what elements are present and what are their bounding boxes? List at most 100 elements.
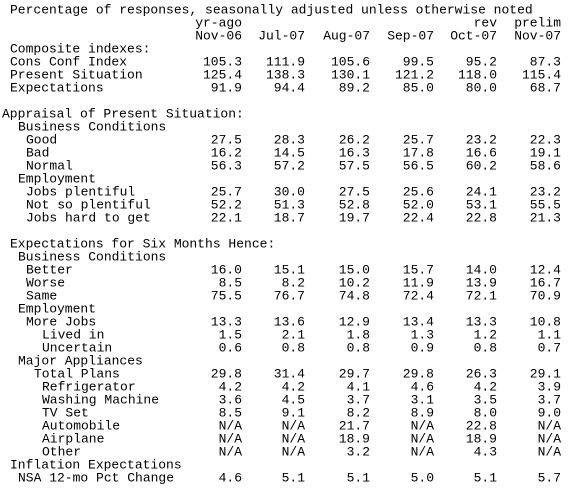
cell-value: N/A (538, 431, 562, 446)
row-label: Good (26, 132, 57, 147)
cell-value: 16.7 (530, 275, 561, 290)
cell-value: 16.3 (339, 145, 370, 160)
cell-value: 13.3 (211, 314, 242, 329)
cell-value: 130.1 (331, 67, 370, 82)
column-note: rev (474, 15, 498, 30)
row-label: Normal (26, 158, 73, 173)
cell-value: 1.3 (411, 327, 434, 342)
cell-value: 19.7 (339, 210, 370, 225)
cell-value: 8.0 (474, 405, 497, 420)
row-label: Same (26, 288, 57, 303)
row-label: More Jobs (26, 314, 96, 329)
cell-value: N/A (282, 444, 306, 459)
cell-value: 125.4 (203, 67, 242, 82)
cell-value: N/A (282, 418, 306, 433)
row-label: Worse (26, 275, 65, 290)
row-label: Uncertain (42, 340, 112, 355)
cell-value: 22.3 (530, 132, 561, 147)
cell-value: 56.5 (403, 158, 434, 173)
cell-value: 0.6 (219, 340, 242, 355)
cell-value: 3.2 (347, 444, 370, 459)
cell-value: 18.9 (466, 431, 497, 446)
cell-value: 29.8 (403, 366, 434, 381)
cell-value: 25.7 (403, 132, 434, 147)
cell-value: 25.7 (211, 184, 242, 199)
cell-value: 0.8 (474, 340, 497, 355)
cell-value: 99.5 (403, 54, 434, 69)
cell-value: 10.8 (530, 314, 561, 329)
cell-value: 70.9 (530, 288, 561, 303)
cell-value: 15.0 (339, 262, 370, 277)
cell-value: 138.3 (266, 67, 305, 82)
cell-value: 23.2 (466, 132, 497, 147)
cell-value: 29.1 (530, 366, 561, 381)
row-label: Jobs hard to get (26, 210, 151, 225)
section-heading: Employment (18, 301, 96, 316)
cell-value: 17.8 (403, 145, 434, 160)
cell-value: 95.2 (466, 54, 497, 69)
column-header: Sep-07 (387, 28, 434, 43)
cell-value: 51.3 (274, 197, 305, 212)
row-label: Refrigerator (42, 379, 136, 394)
cell-value: 30.0 (274, 184, 305, 199)
cell-value: 1.2 (474, 327, 497, 342)
cell-value: 18.9 (339, 431, 370, 446)
cell-value: 31.4 (274, 366, 305, 381)
cell-value: 91.9 (211, 80, 242, 95)
cell-value: N/A (219, 444, 243, 459)
cell-value: 55.5 (530, 197, 561, 212)
row-label: Airplane (42, 431, 104, 446)
section-heading: Major Appliances (18, 353, 143, 368)
row-label: Other (42, 444, 81, 459)
row-label: Better (26, 262, 73, 277)
cell-value: 27.5 (339, 184, 370, 199)
cell-value: N/A (411, 444, 435, 459)
cell-value: 105.6 (331, 54, 370, 69)
row-label: Total Plans (34, 366, 120, 381)
cell-value: 19.1 (530, 145, 561, 160)
cell-value: 72.4 (403, 288, 434, 303)
cell-value: 22.4 (403, 210, 434, 225)
cell-value: 85.0 (403, 80, 434, 95)
section-heading: Business Conditions (18, 249, 166, 264)
row-label: Expectations (10, 80, 104, 95)
cell-value: N/A (538, 444, 562, 459)
cell-value: 3.7 (538, 392, 561, 407)
cell-value: 22.8 (466, 210, 497, 225)
row-label: Bad (26, 145, 49, 160)
cell-value: 3.7 (347, 392, 370, 407)
cell-value: 80.0 (466, 80, 497, 95)
column-header: Aug-07 (323, 28, 370, 43)
cell-value: 111.9 (266, 54, 305, 69)
cell-value: 8.2 (282, 275, 305, 290)
cell-value: 11.9 (403, 275, 434, 290)
cell-value: 0.7 (538, 340, 561, 355)
cell-value: 87.3 (530, 54, 561, 69)
cell-value: 121.2 (395, 67, 434, 82)
cell-value: 0.8 (282, 340, 305, 355)
cell-value: 8.2 (347, 405, 370, 420)
cell-value: 10.2 (339, 275, 370, 290)
cell-value: 52.2 (211, 197, 242, 212)
cell-value: 3.6 (219, 392, 242, 407)
cell-value: 14.5 (274, 145, 305, 160)
cell-value: 13.6 (274, 314, 305, 329)
cell-value: 1.5 (219, 327, 242, 342)
cell-value: N/A (411, 418, 435, 433)
cell-value: N/A (411, 431, 435, 446)
cell-value: 13.9 (466, 275, 497, 290)
cell-value: N/A (538, 418, 562, 433)
cell-value: 21.7 (339, 418, 370, 433)
cell-value: 0.8 (347, 340, 370, 355)
cell-value: 60.2 (466, 158, 497, 173)
cell-value: 12.4 (530, 262, 561, 277)
row-label: Lived in (42, 327, 104, 342)
cell-value: 94.4 (274, 80, 305, 95)
cell-value: 29.7 (339, 366, 370, 381)
cell-value: 8.5 (219, 275, 242, 290)
cell-value: 22.8 (466, 418, 497, 433)
cell-value: 105.3 (203, 54, 242, 69)
cell-value: 2.1 (282, 327, 306, 342)
cell-value: N/A (219, 418, 243, 433)
